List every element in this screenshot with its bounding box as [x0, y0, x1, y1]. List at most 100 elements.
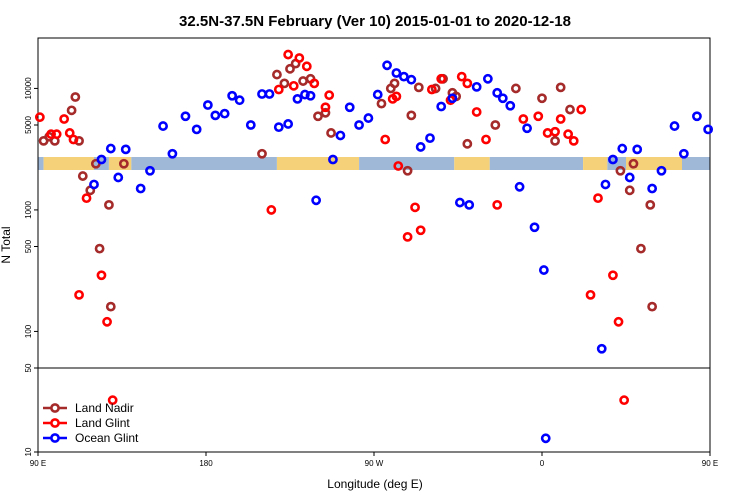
- data-point: [436, 73, 447, 84]
- data-point: [135, 183, 146, 194]
- data-point: [703, 124, 714, 135]
- data-point: [113, 172, 124, 183]
- data-point: [68, 134, 79, 145]
- data-point: [550, 135, 560, 146]
- data-point: [283, 119, 294, 129]
- band-segment: [626, 157, 682, 170]
- data-point: [462, 138, 473, 149]
- data-point: [389, 78, 400, 89]
- data-point: [540, 433, 551, 444]
- data-point: [272, 69, 282, 80]
- legend-label: Land Nadir: [75, 401, 134, 415]
- data-point: [219, 108, 230, 119]
- data-point: [537, 93, 547, 104]
- y-tick-label: 1000: [24, 200, 33, 218]
- data-point: [393, 161, 404, 171]
- data-point: [568, 135, 579, 146]
- data-point: [596, 343, 607, 354]
- data-point: [692, 111, 702, 122]
- x-tick-label: 180: [199, 459, 213, 468]
- data-point: [227, 90, 238, 101]
- band-segment: [583, 157, 608, 170]
- data-point: [104, 199, 114, 210]
- band-segment: [276, 157, 360, 170]
- data-point: [447, 93, 458, 104]
- data-point: [300, 89, 310, 100]
- band-segment: [131, 157, 277, 170]
- data-point: [481, 134, 491, 145]
- data-point: [647, 183, 658, 194]
- legend-marker: [50, 433, 60, 443]
- data-points: [34, 49, 714, 444]
- data-point: [66, 105, 77, 116]
- data-point: [105, 143, 116, 154]
- data-point: [555, 82, 566, 93]
- data-point: [70, 92, 81, 102]
- data-point: [464, 199, 475, 210]
- data-point: [107, 395, 118, 406]
- data-point: [245, 120, 256, 130]
- data-point: [51, 129, 62, 140]
- y-tick-label: 100: [24, 324, 33, 338]
- data-point: [600, 179, 611, 190]
- data-point: [279, 78, 290, 89]
- data-point: [34, 112, 45, 123]
- data-point: [391, 68, 402, 78]
- data-point: [624, 185, 635, 196]
- y-tick-label: 5000: [24, 116, 33, 134]
- data-point: [425, 133, 435, 144]
- data-point: [436, 101, 447, 112]
- x-tick-label: 90 E: [30, 459, 46, 468]
- data-point: [426, 84, 437, 95]
- x-axis: 90 E 180 90 W 0 90 E: [30, 452, 718, 468]
- data-point: [257, 89, 267, 99]
- data-point: [522, 123, 532, 134]
- band-segment: [454, 157, 490, 170]
- data-point: [354, 120, 364, 130]
- band-segment: [43, 157, 94, 170]
- legend-marker: [50, 418, 60, 428]
- x-tick-label: 90 W: [365, 459, 384, 468]
- data-point: [619, 395, 630, 406]
- data-point: [382, 60, 392, 71]
- data-point: [593, 193, 603, 204]
- data-point: [102, 316, 112, 327]
- data-point: [301, 61, 312, 72]
- data-point: [613, 316, 624, 327]
- data-point: [288, 80, 299, 91]
- y-tick-label: 50: [24, 363, 33, 372]
- data-point: [335, 130, 346, 141]
- data-point: [550, 126, 560, 137]
- data-point: [518, 114, 529, 124]
- data-point: [311, 195, 322, 206]
- data-point: [120, 144, 131, 155]
- data-point: [617, 143, 628, 154]
- data-point: [406, 74, 417, 85]
- data-point: [202, 100, 213, 110]
- data-point: [326, 128, 336, 138]
- data-point: [145, 165, 155, 176]
- data-point: [415, 225, 426, 236]
- data-point: [380, 134, 391, 145]
- data-point: [324, 90, 335, 101]
- data-point: [96, 270, 107, 281]
- data-point: [158, 121, 168, 131]
- data-point: [320, 102, 331, 113]
- data-point: [624, 172, 635, 183]
- data-point: [376, 98, 387, 109]
- data-point: [656, 165, 667, 176]
- data-point: [533, 111, 544, 122]
- data-point: [391, 91, 402, 102]
- data-point: [492, 87, 503, 98]
- chart-title: 32.5N-37.5N February (Ver 10) 2015-01-01…: [179, 13, 571, 30]
- data-point: [563, 129, 574, 140]
- data-point: [309, 78, 320, 89]
- x-axis-label: Longitude (deg E): [327, 477, 422, 491]
- data-point: [273, 122, 284, 133]
- data-point: [542, 128, 553, 138]
- data-point: [81, 193, 92, 204]
- data-point: [96, 154, 107, 165]
